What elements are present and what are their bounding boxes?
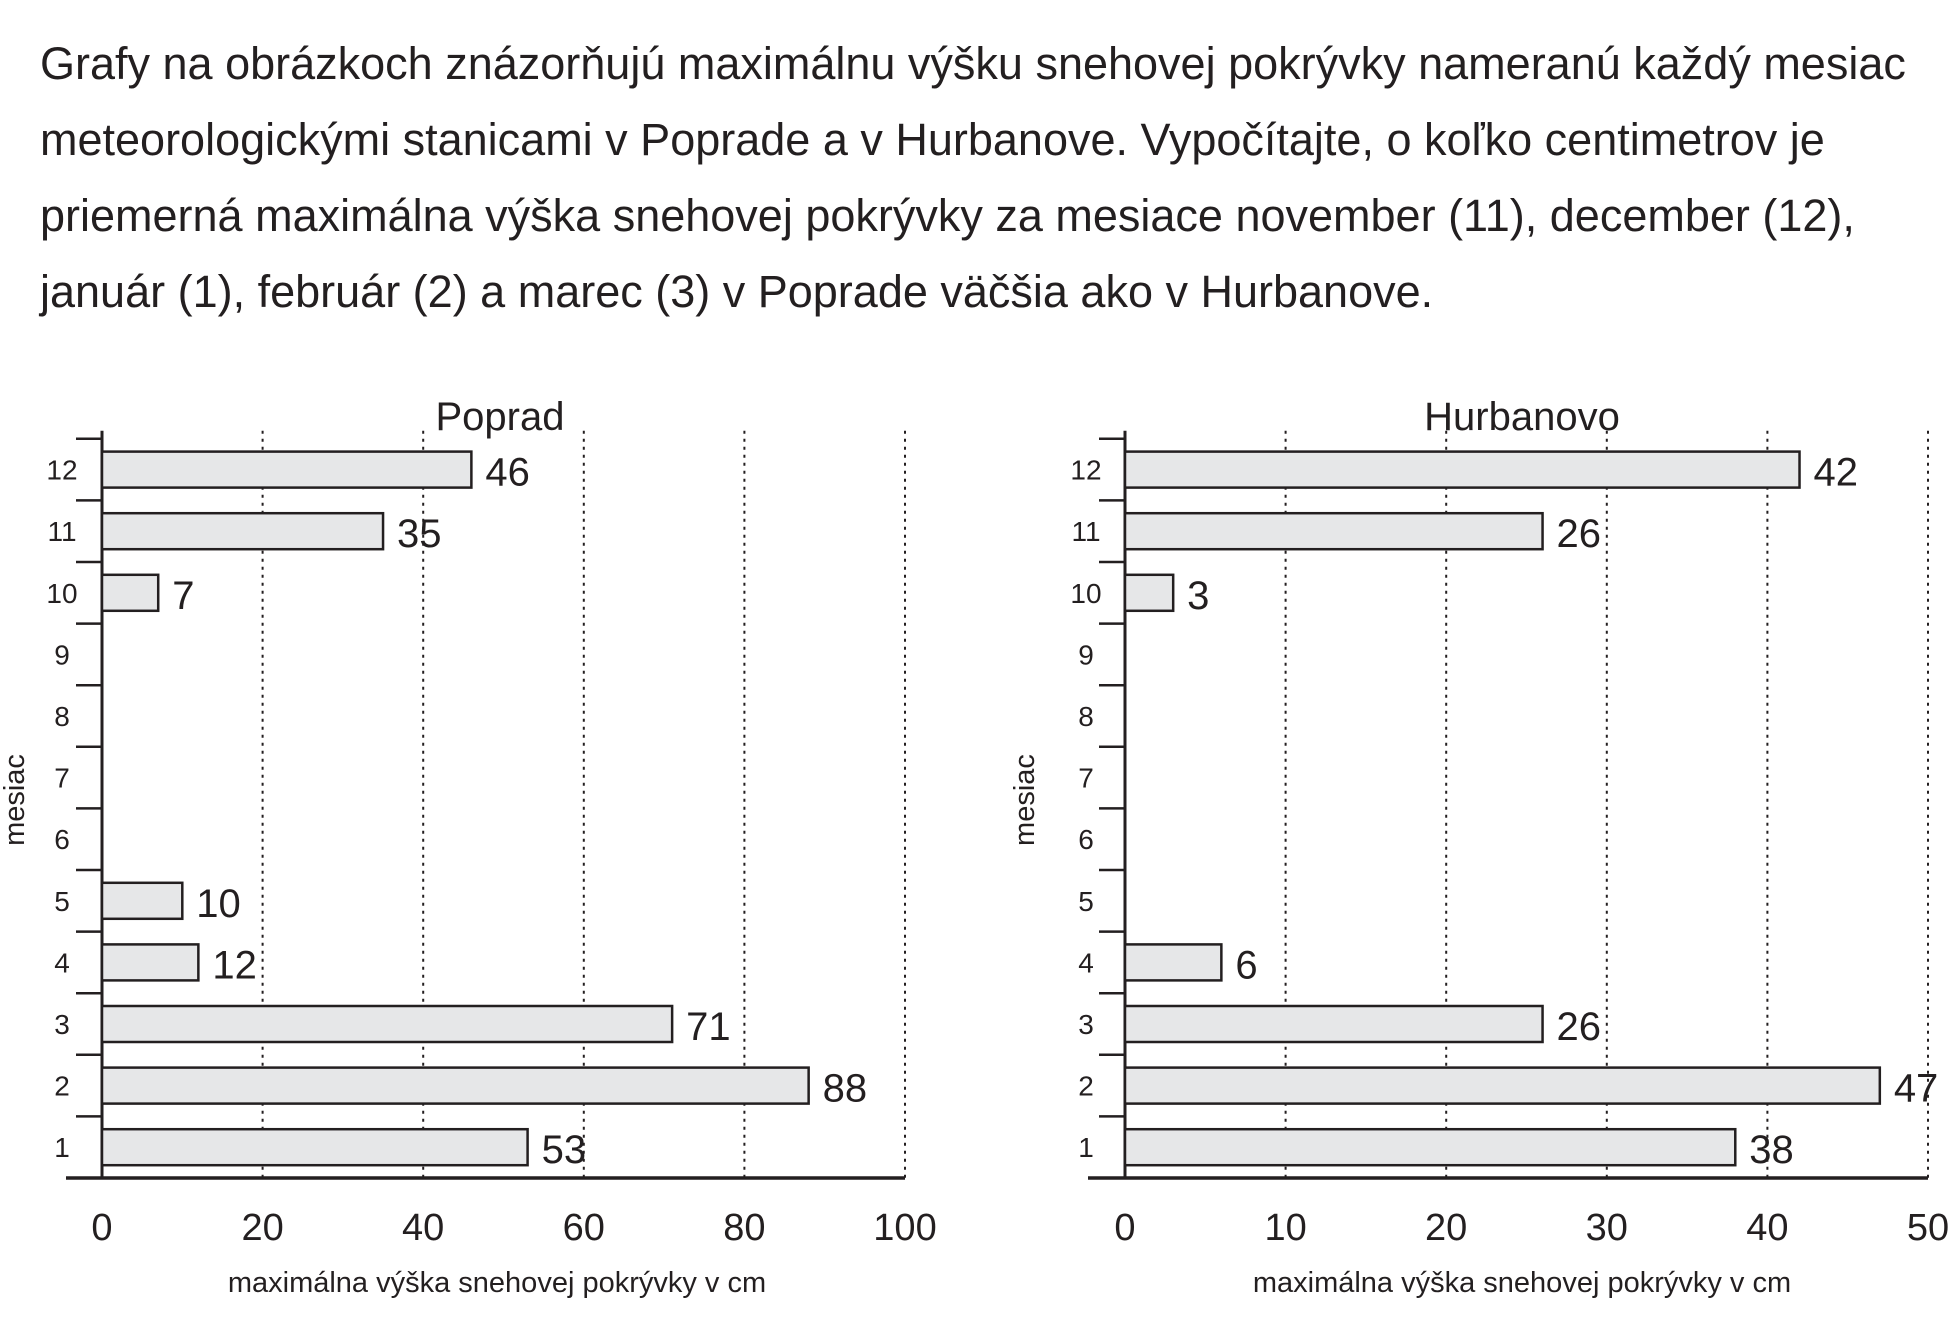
x-tick-label: 40 [1746,1207,1788,1249]
bar [100,1066,810,1105]
bar [100,511,385,551]
question-text: Grafy na obrázkoch znázorňujú maximálnu … [40,26,1940,330]
y-tick-label: 6 [1078,824,1094,855]
value-label: 12 [212,943,256,987]
value-label: 26 [1557,512,1602,556]
value-label: 10 [196,882,241,926]
x-tick-label: 60 [563,1207,605,1249]
value-label: 6 [1235,943,1257,987]
x-tick-label: 40 [402,1207,444,1249]
chart-title: Poprad [436,395,565,439]
y-tick-label: 12 [46,455,77,486]
bar [100,1004,674,1044]
bar [1123,450,1801,489]
bar [100,943,200,982]
x-tick-label: 20 [241,1207,283,1249]
question-line: meteorologickými stanicami v Poprade a v… [40,114,1825,165]
y-axis-title: mesiac [0,754,31,846]
bar [1123,1066,1882,1105]
question-line: január (1), február (2) a marec (3) v Po… [40,266,1434,317]
y-tick-label: 9 [54,639,70,670]
y-tick-label: 11 [47,516,76,547]
value-label: 47 [1894,1067,1939,1111]
value-label: 7 [172,574,194,618]
x-tick-label: 0 [1114,1207,1135,1249]
y-tick-label: 3 [1078,1009,1094,1040]
y-tick-label: 2 [54,1071,70,1102]
bar [100,450,473,489]
y-axis-title: mesiac [1009,754,1041,846]
question-line: priemerná maximálna výška snehovej pokrý… [40,190,1855,241]
bar [100,573,160,613]
y-tick-label: 5 [54,886,70,917]
y-tick-label: 8 [54,701,70,732]
chart-title: Hurbanovo [1424,395,1620,439]
y-tick-label: 4 [54,947,70,978]
y-tick-label: 10 [46,578,77,609]
bar [1123,573,1175,613]
value-label: 26 [1557,1005,1602,1049]
value-label: 38 [1749,1128,1794,1172]
bar [1123,943,1223,982]
bar [100,881,184,921]
value-label: 42 [1814,451,1859,495]
value-label: 53 [542,1128,587,1172]
bar [1123,1127,1737,1167]
x-tick-label: 30 [1586,1207,1628,1249]
y-tick-label: 11 [1071,516,1100,547]
x-tick-label: 80 [723,1207,765,1249]
y-tick-label: 4 [1078,947,1094,978]
y-tick-label: 1 [54,1132,70,1163]
x-tick-label: 20 [1425,1207,1467,1249]
y-tick-label: 2 [1078,1071,1094,1102]
y-tick-label: 10 [1070,578,1101,609]
y-tick-label: 6 [54,824,70,855]
value-label: 35 [397,512,442,556]
value-label: 88 [823,1067,868,1111]
value-label: 3 [1187,574,1209,618]
y-tick-label: 5 [1078,886,1094,917]
x-tick-label: 0 [91,1207,112,1249]
y-tick-label: 12 [1070,455,1101,486]
x-axis-title: maximálna výška snehovej pokrývky v cm [1253,1267,1791,1299]
bar [1123,511,1544,551]
question-line: Grafy na obrázkoch znázorňujú maximálnu … [40,38,1906,89]
bar [100,1127,529,1167]
x-tick-label: 10 [1264,1207,1306,1249]
y-tick-label: 7 [54,763,70,794]
x-axis-title: maximálna výška snehovej pokrývky v cm [228,1267,766,1299]
value-label: 46 [485,451,530,495]
y-tick-label: 3 [54,1009,70,1040]
y-tick-label: 7 [1078,763,1094,794]
y-tick-label: 8 [1078,701,1094,732]
y-tick-label: 9 [1078,639,1094,670]
x-tick-label: 50 [1907,1207,1949,1249]
x-tick-label: 100 [873,1207,936,1249]
bar [1123,1004,1544,1044]
y-tick-label: 1 [1078,1132,1094,1163]
value-label: 71 [686,1005,731,1049]
